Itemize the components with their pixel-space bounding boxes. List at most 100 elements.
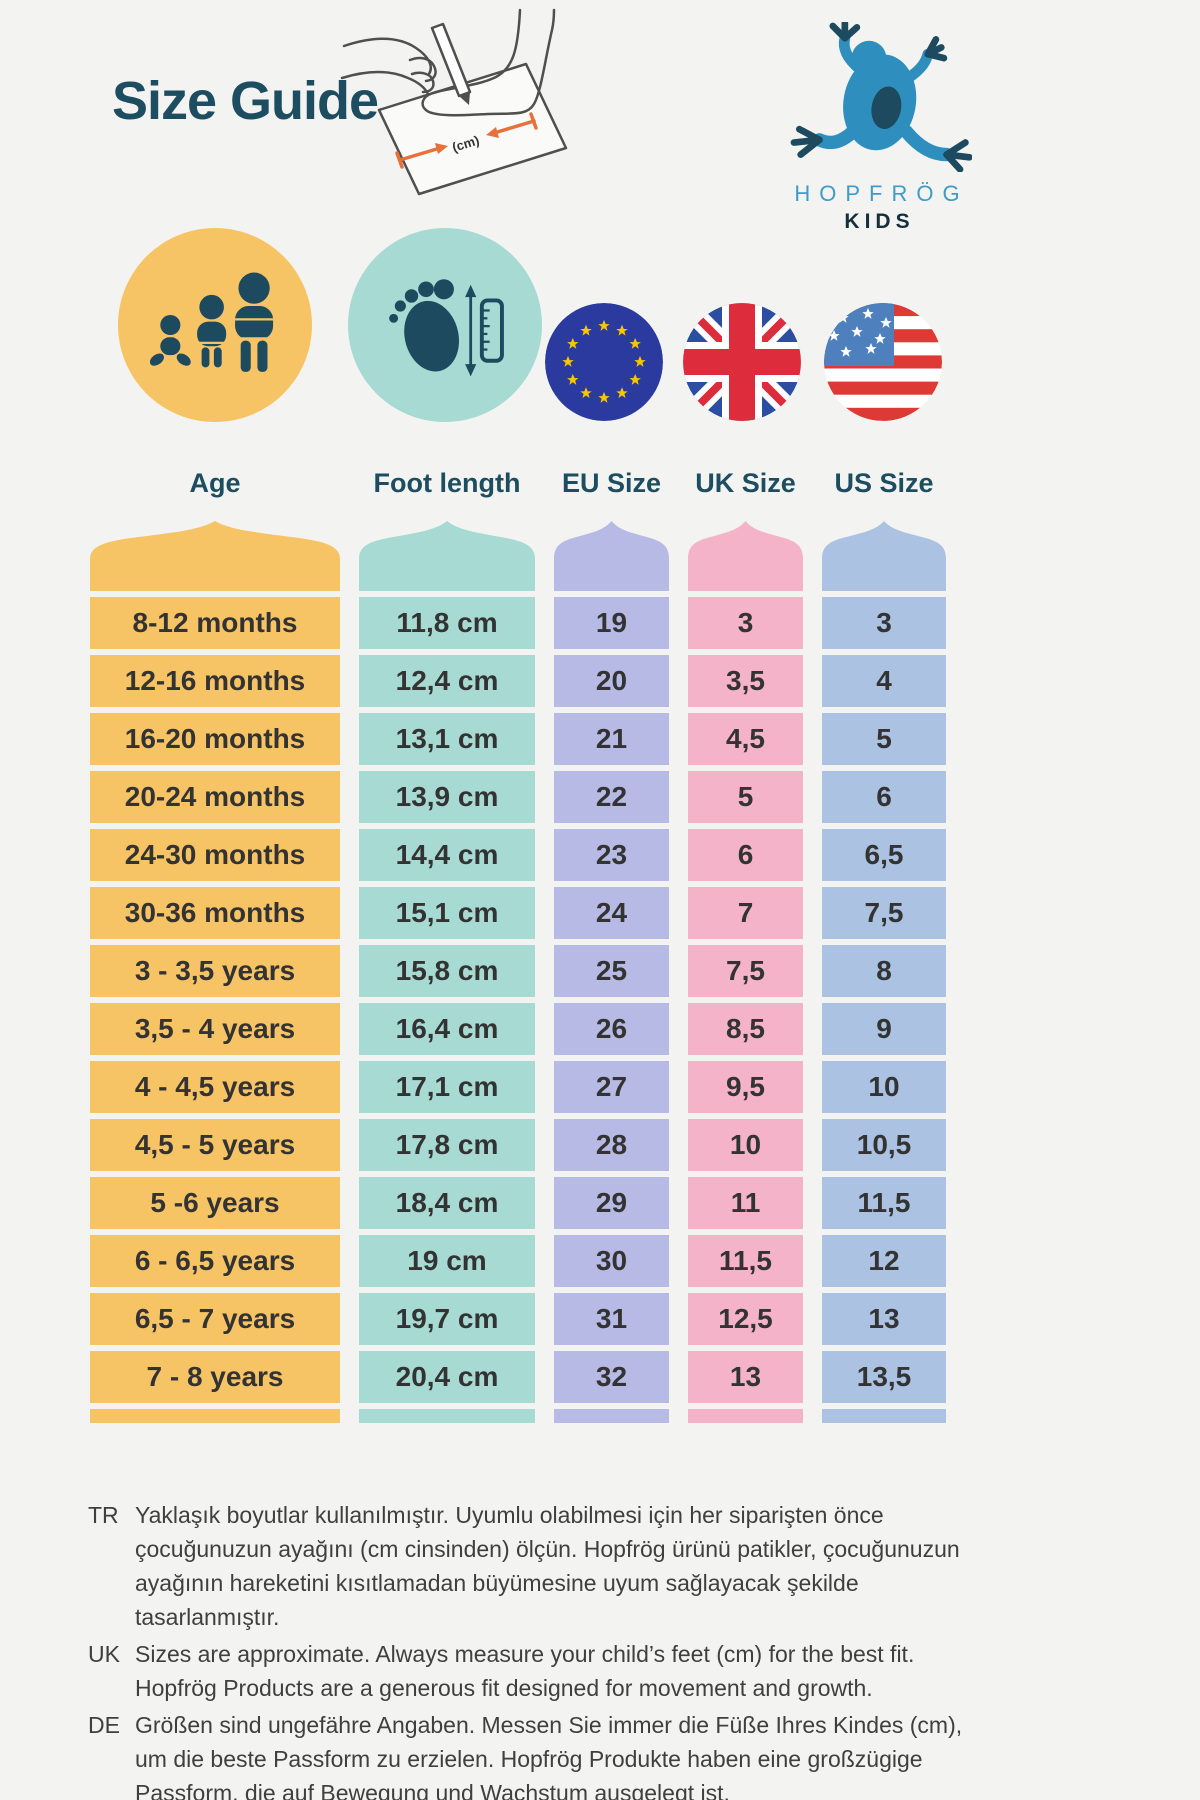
table-cell-age: 20-24 months <box>90 771 340 823</box>
table-cell-us: 7,5 <box>822 887 946 939</box>
table-cell-us: 9 <box>822 1003 946 1055</box>
table-cell-age: 4 - 4,5 years <box>90 1061 340 1113</box>
column-dome-age <box>90 521 340 591</box>
uk-flag-bubble <box>683 303 801 421</box>
table-cell-foot: 13,1 cm <box>359 713 535 765</box>
table-cell-age: 6 - 6,5 years <box>90 1235 340 1287</box>
table-cell-uk: 7,5 <box>688 945 803 997</box>
table-cell-uk: 5 <box>688 771 803 823</box>
table-cell-us: 8 <box>822 945 946 997</box>
table-cell-eu: 31 <box>554 1293 669 1345</box>
table-cell-age: 8-12 months <box>90 597 340 649</box>
column-dome-eu <box>554 521 669 591</box>
table-cell-eu: 28 <box>554 1119 669 1171</box>
eu-flag-icon <box>545 303 663 421</box>
footnotes: TR Yaklaşık boyutlar kullanılmıştır. Uyu… <box>88 1498 1068 1800</box>
table-cell-uk: 13 <box>688 1351 803 1403</box>
table-cell-eu: 20 <box>554 655 669 707</box>
logo-sub-text: KIDS <box>844 210 915 233</box>
logo-brand-text: HOPFRÖG <box>794 181 969 206</box>
note-de: DE Größen sind ungefähre Angaben. Messen… <box>88 1708 1068 1800</box>
table-cell-age: 7 - 8 years <box>90 1351 340 1403</box>
table-cell-foot: 14,4 cm <box>359 829 535 881</box>
note-lang-label: UK <box>88 1641 120 1667</box>
table-cell-us: 13 <box>822 1293 946 1345</box>
table-cell-foot: 19 cm <box>359 1235 535 1287</box>
table-cell-uk: 3 <box>688 597 803 649</box>
table-cell-uk: 12,5 <box>688 1293 803 1345</box>
table-cell-foot: 20,4 cm <box>359 1351 535 1403</box>
uk-flag-icon <box>683 303 801 421</box>
column-dome-us <box>822 521 946 591</box>
table-cell-age: 3 - 3,5 years <box>90 945 340 997</box>
table-cell-uk: 8,5 <box>688 1003 803 1055</box>
column-bottom-strip-age <box>90 1409 340 1423</box>
table-cell-age: 24-30 months <box>90 829 340 881</box>
table-cell-uk: 3,5 <box>688 655 803 707</box>
frog-icon <box>790 19 973 173</box>
table-cell-age: 12-16 months <box>90 655 340 707</box>
table-cell-uk: 7 <box>688 887 803 939</box>
table-cell-eu: 19 <box>554 597 669 649</box>
table-cell-us: 4 <box>822 655 946 707</box>
table-cell-age: 30-36 months <box>90 887 340 939</box>
column-label-us: US Size <box>834 468 934 498</box>
table-cell-foot: 15,8 cm <box>359 945 535 997</box>
hopfrog-logo: HOPFRÖG KIDS <box>742 19 1012 234</box>
us-flag-bubble <box>824 303 942 421</box>
table-cell-us: 12 <box>822 1235 946 1287</box>
table-cell-age: 3,5 - 4 years <box>90 1003 340 1055</box>
table-cell-us: 10 <box>822 1061 946 1113</box>
table-cell-uk: 11 <box>688 1177 803 1229</box>
column-bottom-strip-uk <box>688 1409 803 1423</box>
table-cell-us: 11,5 <box>822 1177 946 1229</box>
table-cell-eu: 30 <box>554 1235 669 1287</box>
table-cell-foot: 17,8 cm <box>359 1119 535 1171</box>
eu-flag-bubble <box>545 303 663 421</box>
table-cell-age: 16-20 months <box>90 713 340 765</box>
table-cell-age: 4,5 - 5 years <box>90 1119 340 1171</box>
table-cell-uk: 9,5 <box>688 1061 803 1113</box>
foot-length-bubble <box>348 228 542 422</box>
foot-ruler-icon <box>389 279 504 377</box>
column-bottom-strip-us <box>822 1409 946 1423</box>
column-bottom-strip-eu <box>554 1409 669 1423</box>
column-dome-foot <box>359 521 535 591</box>
cm-arrow <box>395 112 538 169</box>
table-cell-foot: 15,1 cm <box>359 887 535 939</box>
table-cell-uk: 10 <box>688 1119 803 1171</box>
foot-measuring-illustration: (cm) <box>340 8 568 196</box>
table-cell-foot: 17,1 cm <box>359 1061 535 1113</box>
page-title: Size Guide <box>112 71 379 131</box>
note-text: Sizes are approximate. Always measure yo… <box>135 1641 915 1701</box>
table-cell-age: 5 -6 years <box>90 1177 340 1229</box>
table-cell-age: 6,5 - 7 years <box>90 1293 340 1345</box>
note-uk: UK Sizes are approximate. Always measure… <box>88 1637 1068 1705</box>
table-cell-eu: 23 <box>554 829 669 881</box>
age-bubble <box>118 228 312 422</box>
us-flag-icon <box>824 303 942 421</box>
note-text: Größen sind ungefähre Angaben. Messen Si… <box>135 1712 963 1800</box>
table-cell-foot: 16,4 cm <box>359 1003 535 1055</box>
table-cell-us: 5 <box>822 713 946 765</box>
note-tr: TR Yaklaşık boyutlar kullanılmıştır. Uyu… <box>88 1498 1068 1634</box>
note-lang-label: TR <box>88 1502 119 1528</box>
table-cell-eu: 26 <box>554 1003 669 1055</box>
table-cell-eu: 21 <box>554 713 669 765</box>
table-cell-foot: 19,7 cm <box>359 1293 535 1345</box>
table-cell-foot: 18,4 cm <box>359 1177 535 1229</box>
column-bottom-strip-foot <box>359 1409 535 1423</box>
table-cell-foot: 11,8 cm <box>359 597 535 649</box>
table-cell-uk: 6 <box>688 829 803 881</box>
column-dome-uk <box>688 521 803 591</box>
column-label-eu: EU Size <box>561 468 662 498</box>
table-cell-us: 10,5 <box>822 1119 946 1171</box>
table-cell-us: 6 <box>822 771 946 823</box>
column-label-foot: Foot length <box>373 468 521 498</box>
size-table: 8-12 months 11,8 cm 19 3 3 12-16 months 12,4 c… <box>90 521 946 1423</box>
column-label-age: Age <box>189 468 241 498</box>
table-cell-us: 3 <box>822 597 946 649</box>
table-cell-eu: 32 <box>554 1351 669 1403</box>
family-icon <box>149 272 274 372</box>
